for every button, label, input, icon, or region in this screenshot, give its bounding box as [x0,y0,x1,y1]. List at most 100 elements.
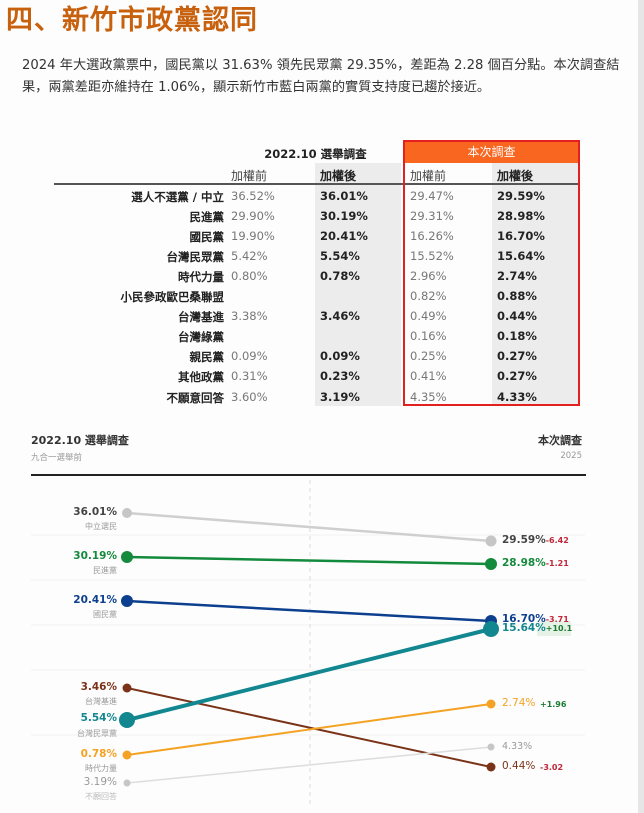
cell: 3.38% [231,309,268,323]
party-label: 時代力量 [178,270,224,284]
right-value: 15.64%+10.1 [502,622,573,634]
table-row: 選人不選黨 / 中立 36.52% 36.01% 29.47% 29.59% [0,189,644,209]
right-value: 29.59%-6.42 [502,534,569,546]
cell: 0.31% [231,369,268,383]
cell: 0.78% [320,269,360,283]
left-value: 5.54% [80,712,117,724]
cell: 16.26% [410,229,454,243]
left-value: 3.46% [80,681,117,693]
dot-npp-right [486,699,496,709]
cell: 29.47% [410,189,454,203]
diff-badge: -1.21 [545,559,569,568]
cell: 4.33% [497,390,537,404]
left-name: 時代力量 [85,764,117,773]
intro-paragraph: 2024 年大選政黨票中，國民黨以 31.63% 領先民眾黨 29.35%，差距… [22,58,620,95]
cell: 0.80% [231,269,268,283]
party-label: 國民黨 [189,230,225,244]
party-label: 台灣民眾黨 [166,250,225,264]
table-row: 不願意回答 3.60% 3.19% 4.35% 4.33% [0,390,644,410]
highlight-tpp-diff [537,621,571,636]
cell: 0.44% [497,309,537,323]
cell: 0.18% [497,329,537,343]
gridlines [31,534,585,736]
dot-npp-left [122,750,132,760]
diff-badge: +10.1 [545,624,573,633]
group-header-prev: 2022.10 選舉調查 [264,147,367,161]
subheader-prev-after: 加權後 [320,169,357,183]
cell: 3.46% [320,309,360,323]
left-name: 國民黨 [93,610,117,619]
left-value: 3.19% [83,776,117,788]
left-value: 36.01% [73,506,117,518]
table-row: 小民參政歐巴桑聯盟 0.82% 0.88% [0,289,644,309]
section-title: 四、新竹市政黨認同 [6,5,258,36]
cell: 3.19% [320,390,360,404]
cell: 0.09% [231,349,268,363]
left-value: 0.78% [80,748,117,760]
cell: 2.74% [497,269,537,283]
dot-tsp-left [122,683,132,693]
cell: 0.27% [497,369,537,383]
shade-prev-after [315,163,401,406]
cell: 2.96% [410,269,447,283]
cell: 29.31% [410,209,454,223]
cell: 16.70% [497,229,545,243]
right-value: 2.74% [502,697,536,709]
party-label: 台灣綠黨 [178,330,224,344]
chart-left-subtitle: 九合一選舉前 [31,453,83,463]
dot-neutral-right [485,535,497,547]
group-header-now: 本次調查 [405,142,578,163]
dot-tsp-right [486,762,496,772]
cell: 0.09% [320,349,360,363]
cell: 5.42% [231,249,268,263]
party-label: 選人不選黨 / 中立 [131,190,224,204]
table-row: 時代力量 0.80% 0.78% 2.96% 2.74% [0,269,644,289]
party-label: 不願意回答 [166,391,225,405]
left-name: 不願回答 [85,792,117,801]
dot-tpp-left [119,712,135,728]
left-name: 中立選民 [85,522,117,531]
cell: 0.82% [410,289,447,303]
cell: 15.64% [497,249,545,263]
right-value: 28.98%-1.21 [502,557,569,569]
table-header-rule [54,183,580,185]
table-row: 其他政黨 0.31% 0.23% 0.41% 0.27% [0,369,644,389]
subheader-prev-before: 加權前 [231,169,268,183]
cell: 29.90% [231,209,275,223]
dot-neutral-left [122,508,132,518]
chart-right-title: 本次調查 [538,434,582,447]
cell: 20.41% [320,229,368,243]
dot-dpp-left [121,551,133,563]
cell: 0.23% [320,369,360,383]
cell: 0.16% [410,329,447,343]
table-row: 親民黨 0.09% 0.09% 0.25% 0.27% [0,349,644,369]
chart-right-subtitle: 2025 [560,451,582,461]
diff-badge: -3.71 [545,615,569,624]
cell: 15.52% [410,249,454,263]
scrollbar-track[interactable] [638,0,644,813]
dot-tpp-right [483,621,499,637]
diff-badge: +1.96 [540,700,567,709]
chart-left-title: 2022.10 選舉調查 [31,434,129,447]
left-name: 台灣基進 [85,697,117,706]
table-row: 台灣基進 3.38% 3.46% 0.49% 0.44% [0,309,644,329]
cell: 0.27% [497,349,537,363]
cell: 36.01% [320,189,368,203]
cell: 0.25% [410,349,447,363]
subheader-now-before: 加權前 [410,169,447,183]
party-label: 民進黨 [189,210,225,224]
dot-refuse-left [123,779,131,787]
right-value: 4.33% [502,741,533,752]
cell: 4.35% [410,390,447,404]
diff-badge: -6.42 [545,536,569,545]
right-value: 16.70%-3.71 [502,613,569,625]
left-name: 民進黨 [93,566,117,575]
left-value: 20.41% [73,594,117,606]
dot-refuse-right [487,743,495,751]
cell: 30.19% [320,209,368,223]
cell: 0.88% [497,289,537,303]
right-value: 0.44% [502,760,536,772]
cell: 5.54% [320,249,360,263]
slope-chart [31,480,585,808]
